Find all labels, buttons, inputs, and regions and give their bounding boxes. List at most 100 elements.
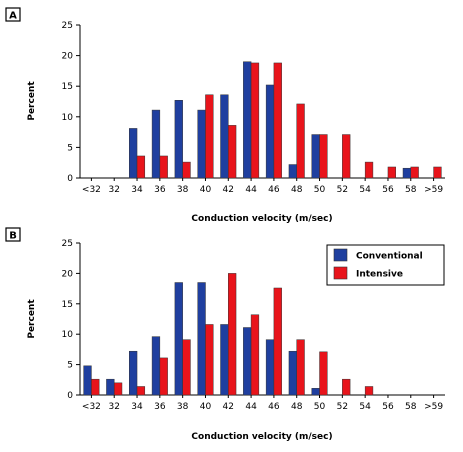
panel-b-bar-intensive [296, 339, 305, 396]
panel-b-bar-conventional [174, 282, 183, 396]
panel-a-bar-intensive [159, 155, 168, 179]
panel-a-bar-intensive [182, 161, 191, 179]
panel-b-x-tick-label: 46 [268, 402, 280, 412]
panel-b-x-tick-label: 50 [314, 402, 326, 412]
panel-a-bars [129, 61, 442, 179]
panel-b-bar-intensive [91, 378, 100, 396]
panel-b-bar-conventional [106, 378, 115, 396]
panel-b-bar-conventional [197, 282, 206, 396]
panel-b-bar-conventional [151, 336, 161, 396]
panel-b-bar-conventional [311, 388, 320, 396]
panel-a-y-tick-label: 20 [62, 52, 74, 62]
panel-a-y-tick-label: 15 [62, 82, 73, 92]
panel-b-x-tick-label: 38 [177, 402, 189, 412]
panel-b-bar-conventional [243, 327, 252, 396]
panel-b-bar-intensive [250, 314, 260, 396]
panel-a-x-tick-label: 36 [154, 185, 166, 195]
legend-label-conventional: Conventional [356, 252, 423, 262]
panel-b-y-axis-title: Percent [27, 299, 37, 339]
panel-a-bar-intensive [364, 161, 374, 179]
panel-b-bar-intensive [342, 378, 351, 396]
panel-a-bar-intensive [342, 134, 351, 179]
panel-a-x-tick-label: 48 [291, 185, 303, 195]
panel-b-bar-conventional [83, 365, 92, 396]
panel-b-y-tick-label: 0 [67, 391, 73, 401]
panel-b-bars [83, 273, 374, 396]
panel-a-bar-conventional [402, 167, 412, 179]
panel-b-y-tick-label: 15 [62, 300, 73, 310]
panel-a-x-tick-label: 32 [108, 185, 119, 195]
panel-a-bar-conventional [174, 100, 183, 179]
panel-a-label: A [9, 11, 17, 22]
panel-a-x-tick-label: 56 [382, 185, 394, 195]
panel-b-bar-intensive [136, 386, 146, 396]
panel-a: A 0 5 10 15 20 25 <32 32 34 36 38 40 42 44 46 48 50 52 54… [5, 7, 445, 224]
panel-b-bar-intensive [182, 339, 191, 396]
panel-b-bar-conventional [220, 324, 229, 396]
panel-a-bar-intensive [205, 94, 214, 179]
panel-a-bar-conventional [151, 109, 161, 179]
panel-a-bar-conventional [129, 128, 138, 179]
panel-b-x-tick-label: 36 [154, 402, 166, 412]
panel-b-x-tick-label: 42 [223, 402, 234, 412]
panel-a-bar-intensive [319, 134, 328, 179]
legend-label-intensive: Intensive [356, 270, 403, 280]
panel-a-x-tick-label: 52 [337, 185, 348, 195]
panel-b-x-tick-label: <32 [82, 402, 101, 412]
panel-b-y-tick-label: 25 [62, 239, 73, 249]
panel-a-bar-intensive [136, 155, 146, 179]
panel-a-bar-conventional [311, 134, 320, 179]
panel-b-bar-intensive [113, 382, 123, 396]
panel-b-y-tick-label: 20 [62, 269, 74, 279]
panel-a-bar-conventional [197, 109, 206, 179]
panel-b-y-tick-label: 5 [67, 361, 73, 371]
panel-a-bar-intensive [273, 62, 282, 179]
panel-a-x-tick-label: 42 [223, 185, 234, 195]
panel-a-y-axis-title: Percent [27, 81, 37, 121]
panel-a-x-tick-label: 40 [200, 185, 212, 195]
panel-a-y-tick-label: 0 [67, 174, 73, 184]
panel-a-y-tick-label: 5 [67, 143, 73, 153]
panel-b-x-tick-label: 58 [405, 402, 417, 412]
panel-b-x-tick-label: 52 [337, 402, 348, 412]
panel-a-x-axis-title: Conduction velocity (m/sec) [191, 214, 332, 224]
panel-b-y-tick-label: 10 [62, 330, 74, 340]
panel-a-x-ticks: <32 32 34 36 38 40 42 44 46 48 50 52 54 56 58 >59 [82, 178, 443, 195]
legend-swatch-intensive [333, 266, 348, 280]
panel-b-x-tick-label: 48 [291, 402, 303, 412]
panel-b-label: B [9, 231, 17, 242]
panel-b-x-tick-label: 56 [382, 402, 394, 412]
panel-b-bar-conventional [129, 350, 138, 396]
panel-a-bar-conventional [220, 94, 229, 179]
panel-b-x-tick-label: >59 [424, 402, 443, 412]
panel-a-bar-conventional [288, 164, 297, 179]
panel-b-x-tick-label: 40 [200, 402, 212, 412]
panel-a-x-tick-label: 44 [245, 185, 257, 195]
panel-a-x-tick-label: 46 [268, 185, 280, 195]
panel-a-x-tick-label: 38 [177, 185, 189, 195]
panel-a-bar-intensive [387, 166, 396, 179]
panel-a-bar-conventional [265, 84, 275, 179]
legend: Conventional Intensive [326, 244, 445, 286]
panel-b-y-ticks: 0 5 10 15 20 25 [62, 239, 80, 401]
panel-b-bar-intensive [228, 273, 237, 396]
panel-b-bar-intensive [319, 351, 328, 396]
panel-b-bar-intensive [159, 357, 168, 396]
panel-a-x-tick-label: >59 [424, 185, 443, 195]
panel-a-x-tick-label: 50 [314, 185, 326, 195]
panel-b-bar-intensive [205, 324, 214, 396]
panel-b-x-tick-label: 44 [245, 402, 257, 412]
legend-swatch-conventional [333, 248, 348, 262]
panel-b-x-ticks: <32 32 34 36 38 40 42 44 46 48 50 52 54 56 58 >59 [82, 395, 443, 412]
panel-a-bar-intensive [228, 125, 237, 179]
panel-b: B 0 5 10 15 20 25 <32 32 34 36 38 40 42 44 46 48 50 52 54… [5, 227, 445, 442]
panel-a-bar-intensive [250, 62, 260, 179]
panel-b-x-tick-label: 32 [108, 402, 119, 412]
panel-a-y-ticks: 0 5 10 15 20 25 [62, 21, 80, 184]
panel-a-bar-conventional [243, 61, 252, 179]
panel-b-label-box [5, 227, 21, 242]
panel-b-x-tick-label: 34 [131, 402, 143, 412]
panel-b-bar-conventional [265, 339, 275, 396]
panel-b-bar-intensive [273, 287, 282, 396]
